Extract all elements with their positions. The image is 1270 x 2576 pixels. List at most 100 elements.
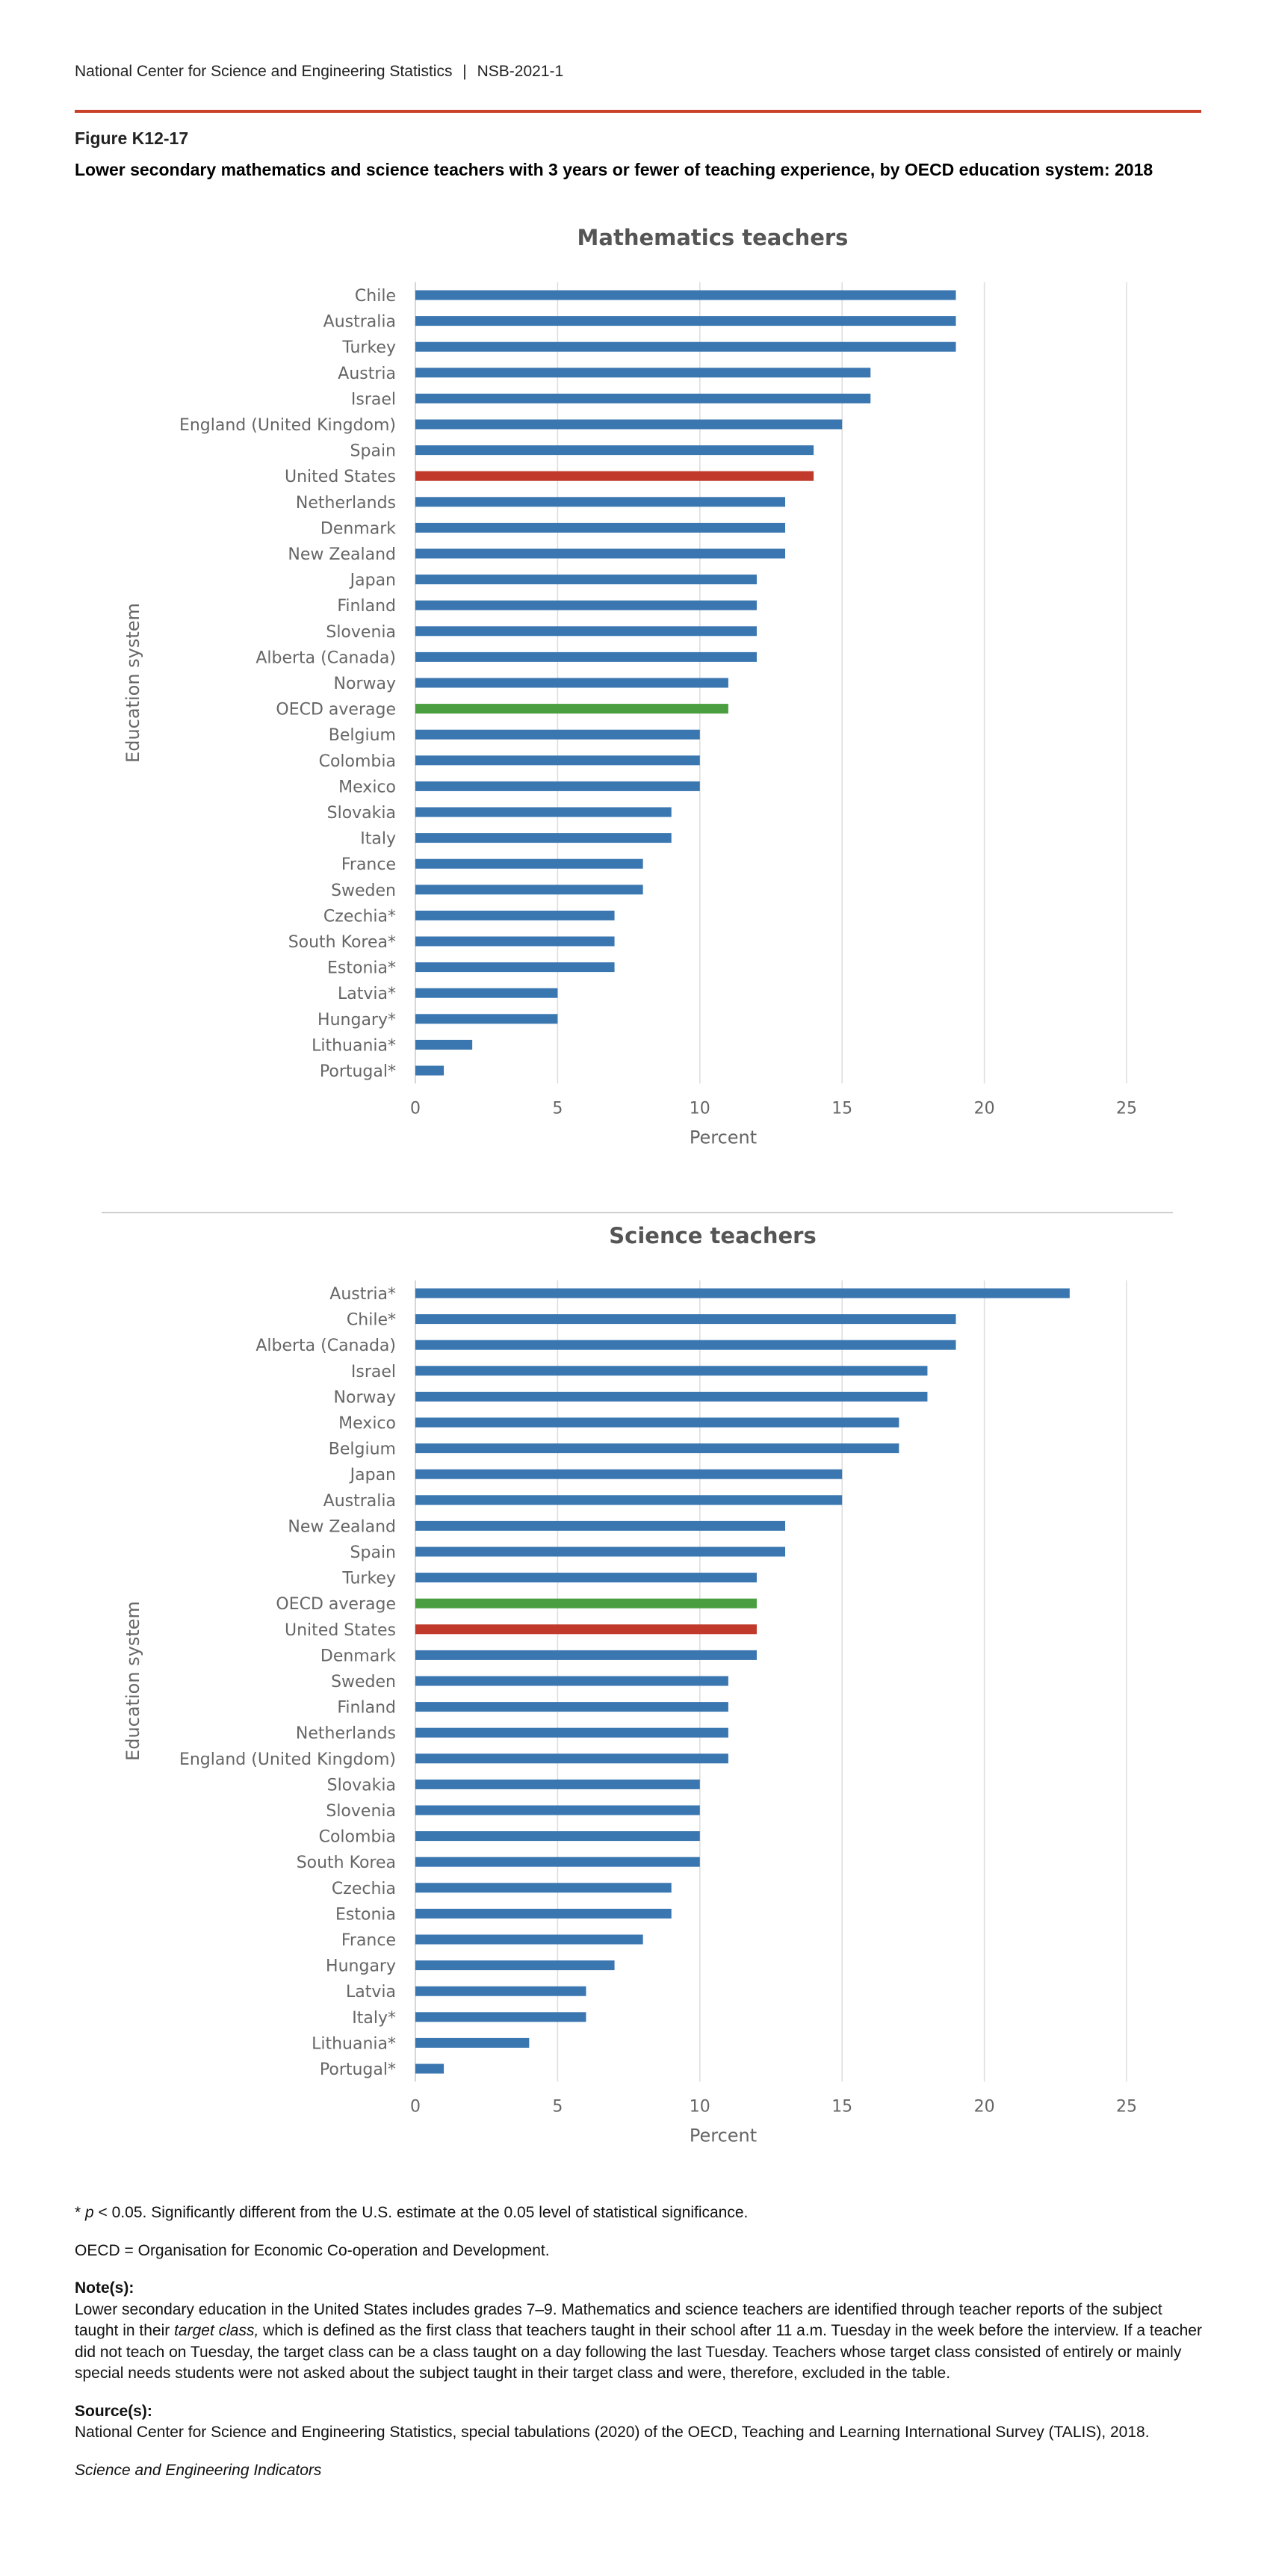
- mathematics-chart: Mathematics teachers Chile Australia Turkey…: [0, 217, 1270, 1188]
- math-category-label: Spain: [350, 442, 396, 461]
- science-category-label: Czechia: [332, 1880, 396, 1898]
- math-category-label: Turkey: [341, 338, 396, 357]
- math-bar: [415, 290, 956, 300]
- science-bar: [415, 1469, 843, 1479]
- math-category-label: Portugal*: [320, 1062, 396, 1081]
- notes-label: Note(s):: [75, 2279, 134, 2297]
- science-bar: [415, 1805, 700, 1815]
- math-category-label: Austria: [338, 365, 396, 383]
- science-y-axis-label: Education system: [123, 1601, 143, 1761]
- science-category-label: New Zealand: [288, 1517, 396, 1536]
- science-category-label: Denmark: [320, 1647, 396, 1665]
- math-category-label: Lithuania*: [312, 1036, 396, 1055]
- science-category-label: Spain: [350, 1544, 396, 1562]
- science-bar: [415, 1727, 728, 1738]
- math-category-label: Sweden: [331, 882, 396, 900]
- chart-divider: [102, 1212, 1173, 1213]
- science-bar: [415, 1495, 843, 1505]
- math-bar: [415, 885, 643, 895]
- science-category-label: Turkey: [341, 1570, 396, 1588]
- math-x-tick-label: 20: [974, 1099, 995, 1118]
- science-category-label: Colombia: [319, 1828, 396, 1847]
- science-bar: [415, 1366, 928, 1376]
- math-bar: [415, 651, 757, 662]
- math-category-label: OECD average: [276, 701, 396, 719]
- math-bar: [415, 316, 956, 326]
- report-header: National Center for Science and Engineer…: [75, 63, 563, 81]
- science-category-label: Belgium: [329, 1440, 396, 1459]
- science-category-label: OECD average: [276, 1595, 396, 1614]
- math-category-label: United States: [285, 468, 396, 486]
- science-title: Science teachers: [609, 1223, 816, 1248]
- science-category-label: Slovenia: [326, 1802, 396, 1821]
- math-category-label: Italy: [360, 830, 396, 849]
- science-category-label: Israel: [351, 1363, 396, 1381]
- science-bar: [415, 1960, 615, 1971]
- science-category-label: Norway: [334, 1388, 396, 1407]
- math-x-tick-label: 25: [1116, 1099, 1137, 1118]
- math-category-label: Denmark: [320, 519, 396, 538]
- science-category-label: United States: [285, 1621, 396, 1640]
- science-bar: [415, 1650, 757, 1660]
- science-category-label: Australia: [323, 1492, 396, 1511]
- math-bar: [415, 445, 814, 456]
- math-title: Mathematics teachers: [577, 225, 849, 250]
- math-bar: [415, 781, 700, 791]
- math-bar: [415, 626, 757, 637]
- math-bar: [415, 600, 757, 610]
- math-category-label: Slovenia: [326, 623, 396, 642]
- science-bar: [415, 1753, 728, 1764]
- science-category-label: Slovakia: [327, 1776, 396, 1795]
- science-bar: [415, 1857, 700, 1867]
- science-svg: Science teachers Austria* Chile* Alberta (C…: [123, 1223, 1137, 2146]
- science-bar: [415, 1908, 672, 1919]
- notes-text: Lower secondary education in the United …: [75, 2300, 1202, 2383]
- math-category-label: Chile: [355, 287, 396, 306]
- math-bar: [415, 341, 956, 352]
- math-category-label: South Korea*: [288, 933, 396, 952]
- science-x-tick-label: 20: [974, 2097, 995, 2116]
- science-bar: [415, 1288, 1070, 1298]
- math-bar: [415, 678, 728, 688]
- math-category-label: France: [341, 855, 396, 874]
- math-bar: [415, 833, 672, 843]
- science-bar: [415, 1417, 899, 1428]
- science-bar: [415, 1340, 956, 1350]
- math-category-label: Alberta (Canada): [255, 648, 396, 667]
- science-bar: [415, 1779, 700, 1789]
- math-bar: [415, 419, 843, 430]
- oecd-definition: OECD = Organisation for Economic Co-oper…: [75, 2241, 550, 2259]
- science-category-label: Latvia: [346, 1983, 396, 2001]
- science-bar: [415, 1443, 899, 1454]
- science-chart: Science teachers Austria* Chile* Alberta (C…: [0, 1215, 1270, 2186]
- math-bar: [415, 368, 871, 378]
- brand-line: Science and Engineering Indicators: [75, 2461, 322, 2479]
- science-category-label: Portugal*: [320, 2061, 396, 2079]
- science-category-label: Austria*: [329, 1285, 396, 1304]
- science-x-tick-label: 25: [1116, 2097, 1137, 2116]
- science-bar: [415, 1520, 786, 1531]
- math-bar: [415, 729, 700, 740]
- science-x-tick-label: 15: [831, 2097, 852, 2116]
- math-bar: [415, 936, 615, 947]
- math-category-label: Israel: [351, 390, 396, 409]
- science-bar: [415, 2063, 444, 2074]
- math-category-label: Czechia*: [323, 907, 396, 926]
- math-category-label: Norway: [334, 675, 396, 693]
- org-name: National Center for Science and Engineer…: [75, 63, 453, 80]
- science-bar: [415, 2012, 586, 2022]
- math-category-label: Latvia*: [338, 985, 396, 1003]
- science-category-label: England (United Kingdom): [179, 1750, 396, 1769]
- science-category-label: Netherlands: [296, 1724, 396, 1743]
- science-bar: [415, 1546, 786, 1557]
- significance-note: * p < 0.05. Significantly different from…: [75, 2204, 749, 2221]
- math-bar: [415, 1039, 473, 1050]
- math-bar: [415, 1065, 444, 1076]
- sources-label: Source(s):: [75, 2402, 152, 2420]
- science-bar: [415, 1676, 728, 1686]
- math-category-label: Australia: [323, 313, 396, 332]
- report-id: NSB-2021-1: [477, 63, 564, 80]
- math-bar: [415, 962, 615, 973]
- math-category-label: Estonia*: [327, 959, 396, 978]
- math-x-tick-label: 0: [410, 1099, 421, 1118]
